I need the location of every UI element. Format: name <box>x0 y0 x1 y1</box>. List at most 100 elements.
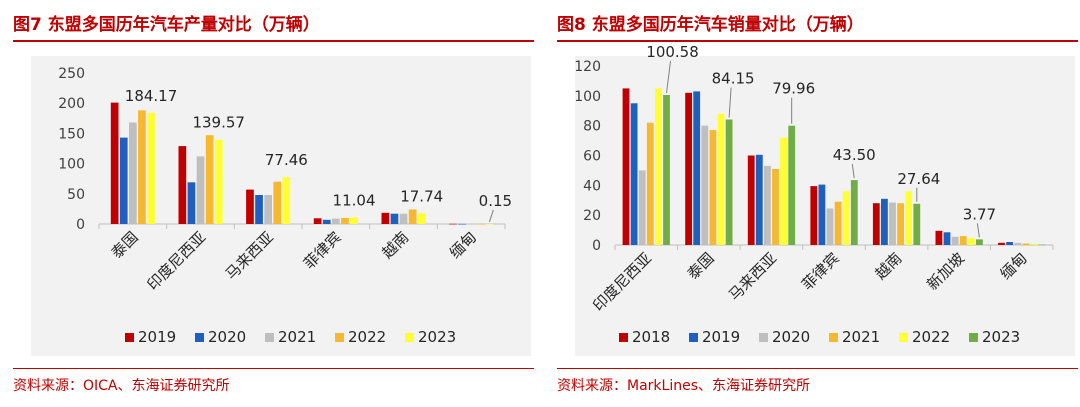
leader-line <box>728 87 732 118</box>
bar-2019 <box>381 212 390 224</box>
leader-line <box>851 164 855 179</box>
legend-swatch-2020 <box>195 333 204 342</box>
legend-swatch-2019 <box>689 333 698 342</box>
data-label: 0.15 <box>479 192 512 210</box>
data-label: 3.77 <box>963 205 996 223</box>
legend-label: 2019 <box>138 328 176 346</box>
production-chart-source: 资料来源：OICA、东海证券研究所 <box>13 378 230 394</box>
bar-2020 <box>187 182 196 224</box>
data-label: 17.74 <box>400 187 443 205</box>
production-chart-title: 图7 东盟多国历年汽车产量对比（万辆） <box>13 15 320 35</box>
bar-2021 <box>399 213 408 224</box>
bar-2020 <box>255 195 263 224</box>
y-tick-label: 50 <box>67 187 85 203</box>
category-label: 越南 <box>378 228 412 262</box>
production-bar-chart: 250 200 150 100 50 0 泰国 印度尼西亚 马来西亚 菲律宾 越南 缅甸 184.17 1… <box>58 66 512 346</box>
legend-label: 2021 <box>278 328 316 346</box>
legend-label: 2021 <box>842 328 880 346</box>
category-label: 缅甸 <box>446 228 480 262</box>
bar-2020 <box>889 202 896 245</box>
data-label: 27.64 <box>897 170 940 188</box>
category-label: 马来西亚 <box>222 228 277 283</box>
bar-2021 <box>646 122 654 245</box>
bar-2021 <box>129 122 137 224</box>
bar-2022 <box>273 181 282 224</box>
data-label: 77.46 <box>265 151 308 169</box>
bar-2022 <box>967 238 975 245</box>
bar-2022 <box>341 218 349 224</box>
data-label: 43.50 <box>833 146 876 164</box>
leader-line <box>666 60 672 94</box>
bar-2020 <box>764 165 771 245</box>
bar-2023 <box>1038 244 1046 246</box>
bar-2021 <box>897 203 904 245</box>
bar-2018 <box>685 92 692 245</box>
title-rule <box>557 40 1078 42</box>
y-tick-label: 0 <box>592 238 601 254</box>
bar-2023 <box>725 119 733 245</box>
category-label: 越南 <box>871 249 905 283</box>
bar-2022 <box>205 135 214 224</box>
bar-2018 <box>810 186 818 245</box>
bar-2021 <box>196 156 205 224</box>
bar-2023 <box>147 112 155 224</box>
bar-2022 <box>655 88 662 246</box>
bar-2023 <box>350 217 358 224</box>
bar-2023 <box>214 139 223 224</box>
legend-swatch-2019 <box>125 333 134 342</box>
bar-2022 <box>138 110 146 224</box>
bar-2021 <box>1022 243 1030 245</box>
source-rule <box>13 368 534 369</box>
bar-2023 <box>485 223 494 225</box>
y-tick-label: 40 <box>583 178 601 194</box>
bar-2023 <box>282 177 291 224</box>
bar-2019 <box>693 91 701 246</box>
y-tick-label: 100 <box>574 89 601 105</box>
y-tick-label: 100 <box>58 157 85 173</box>
bar-2021 <box>467 223 475 225</box>
legend-label: 2018 <box>632 328 670 346</box>
bar-2022 <box>408 209 417 224</box>
y-tick-label: 120 <box>574 59 601 75</box>
leader-line <box>976 223 980 238</box>
bar-2019 <box>110 102 119 224</box>
bar-2020 <box>390 213 399 224</box>
bar-2020 <box>638 170 646 245</box>
bar-2019 <box>943 232 951 245</box>
legend-swatch-2023 <box>405 333 414 342</box>
legend-swatch-2021 <box>829 333 838 342</box>
bar-2018 <box>998 242 1005 245</box>
category-label: 泰国 <box>108 228 142 262</box>
bar-2020 <box>119 137 128 224</box>
bar-2019 <box>818 184 826 245</box>
title-rule <box>13 40 534 42</box>
bar-2021 <box>332 218 340 224</box>
data-label: 79.96 <box>772 80 815 98</box>
legend-label: 2020 <box>208 328 246 346</box>
legend-label: 2019 <box>702 328 740 346</box>
data-label: 184.17 <box>125 87 178 105</box>
y-tick-label: 200 <box>58 96 85 112</box>
sales-chart-title: 图8 东盟多国历年汽车销量对比（万辆） <box>557 15 864 35</box>
leader-line <box>488 209 494 223</box>
category-label: 菲律宾 <box>798 249 843 294</box>
bar-2020 <box>701 125 709 245</box>
bar-2021 <box>772 168 779 245</box>
bar-2020 <box>458 223 466 225</box>
bar-2019 <box>755 154 763 245</box>
bar-2019 <box>313 218 322 224</box>
bar-2018 <box>935 230 943 245</box>
sales-chart-source: 资料来源：MarkLines、东海证券研究所 <box>557 378 810 394</box>
bar-2023 <box>976 239 983 245</box>
bar-2020 <box>826 208 834 245</box>
bar-2018 <box>747 155 755 245</box>
legend-swatch-2021 <box>265 333 274 342</box>
category-label: 新加坡 <box>923 249 968 294</box>
bar-2023 <box>788 125 796 245</box>
bar-2019 <box>1006 242 1013 245</box>
bar-2018 <box>622 88 630 246</box>
category-label: 马来西亚 <box>725 249 780 304</box>
legend-label: 2022 <box>348 328 386 346</box>
y-tick-label: 20 <box>583 208 601 224</box>
